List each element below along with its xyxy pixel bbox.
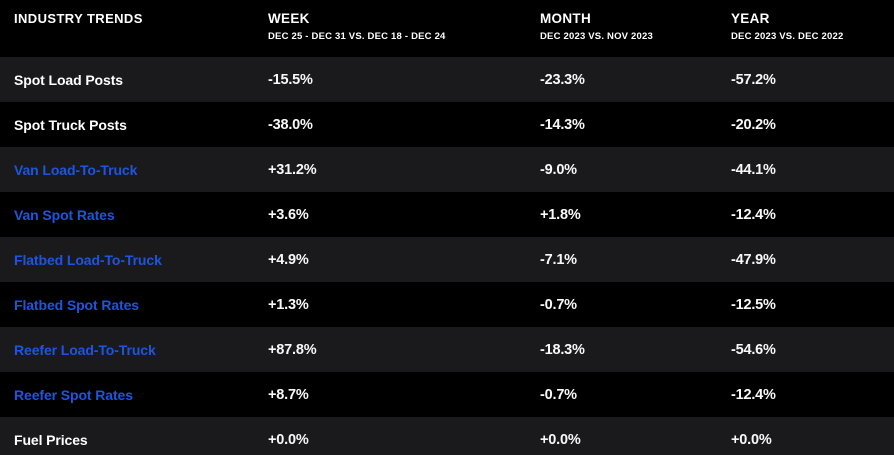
column-header-year: YEAR DEC 2023 VS. DEC 2022 bbox=[731, 11, 894, 57]
row-label-link[interactable]: Reefer Spot Rates bbox=[14, 386, 133, 403]
column-sublabel-year: DEC 2023 VS. DEC 2022 bbox=[731, 31, 844, 42]
table-row: Van Load-To-Truck +31.2% -9.0% -44.1% bbox=[0, 147, 894, 192]
table-row: Reefer Load-To-Truck +87.8% -18.3% -54.6… bbox=[0, 327, 894, 372]
year-value: +0.0% bbox=[731, 431, 772, 448]
column-sublabel-week: DEC 25 - DEC 31 VS. DEC 18 - DEC 24 bbox=[268, 31, 446, 42]
table-row: Flatbed Load-To-Truck +4.9% -7.1% -47.9% bbox=[0, 237, 894, 282]
year-value: -12.4% bbox=[731, 206, 776, 223]
week-value: +8.7% bbox=[268, 386, 309, 403]
month-value: -18.3% bbox=[540, 341, 585, 358]
month-value: -9.0% bbox=[540, 161, 577, 178]
row-label-link[interactable]: Flatbed Load-To-Truck bbox=[14, 251, 162, 268]
column-label-year: YEAR bbox=[731, 11, 770, 26]
table-row: Van Spot Rates +3.6% +1.8% -12.4% bbox=[0, 192, 894, 237]
month-value: -23.3% bbox=[540, 71, 585, 88]
year-value: -44.1% bbox=[731, 161, 776, 178]
table-row: Fuel Prices +0.0% +0.0% +0.0% bbox=[0, 417, 894, 455]
table-row: Spot Load Posts -15.5% -23.3% -57.2% bbox=[0, 57, 894, 102]
year-value: -12.4% bbox=[731, 386, 776, 403]
year-value: -47.9% bbox=[731, 251, 776, 268]
week-value: +0.0% bbox=[268, 431, 309, 448]
row-label: Fuel Prices bbox=[14, 431, 88, 448]
row-label-link[interactable]: Flatbed Spot Rates bbox=[14, 296, 139, 313]
month-value: -7.1% bbox=[540, 251, 577, 268]
row-label: Spot Load Posts bbox=[14, 71, 123, 88]
year-value: -57.2% bbox=[731, 71, 776, 88]
column-label-week: WEEK bbox=[268, 11, 310, 26]
row-label-link[interactable]: Van Load-To-Truck bbox=[14, 161, 138, 178]
row-label-link[interactable]: Reefer Load-To-Truck bbox=[14, 341, 156, 358]
month-value: +1.8% bbox=[540, 206, 581, 223]
week-value: +3.6% bbox=[268, 206, 309, 223]
header-title-cell: INDUSTRY TRENDS bbox=[14, 11, 268, 57]
month-value: -0.7% bbox=[540, 386, 577, 403]
table-header: INDUSTRY TRENDS WEEK DEC 25 - DEC 31 VS.… bbox=[0, 0, 894, 57]
table-row: Spot Truck Posts -38.0% -14.3% -20.2% bbox=[0, 102, 894, 147]
year-value: -20.2% bbox=[731, 116, 776, 133]
table-row: Flatbed Spot Rates +1.3% -0.7% -12.5% bbox=[0, 282, 894, 327]
column-header-month: MONTH DEC 2023 VS. NOV 2023 bbox=[540, 11, 731, 57]
week-value: +1.3% bbox=[268, 296, 309, 313]
column-sublabel-month: DEC 2023 VS. NOV 2023 bbox=[540, 31, 653, 42]
year-value: -12.5% bbox=[731, 296, 776, 313]
panel-title: INDUSTRY TRENDS bbox=[14, 11, 143, 26]
month-value: -0.7% bbox=[540, 296, 577, 313]
row-label-link[interactable]: Van Spot Rates bbox=[14, 206, 115, 223]
week-value: -15.5% bbox=[268, 71, 313, 88]
week-value: +31.2% bbox=[268, 161, 317, 178]
column-label-month: MONTH bbox=[540, 11, 591, 26]
month-value: +0.0% bbox=[540, 431, 581, 448]
week-value: +4.9% bbox=[268, 251, 309, 268]
week-value: -38.0% bbox=[268, 116, 313, 133]
table-row: Reefer Spot Rates +8.7% -0.7% -12.4% bbox=[0, 372, 894, 417]
week-value: +87.8% bbox=[268, 341, 317, 358]
year-value: -54.6% bbox=[731, 341, 776, 358]
row-label: Spot Truck Posts bbox=[14, 116, 127, 133]
column-header-week: WEEK DEC 25 - DEC 31 VS. DEC 18 - DEC 24 bbox=[268, 11, 540, 57]
month-value: -14.3% bbox=[540, 116, 585, 133]
